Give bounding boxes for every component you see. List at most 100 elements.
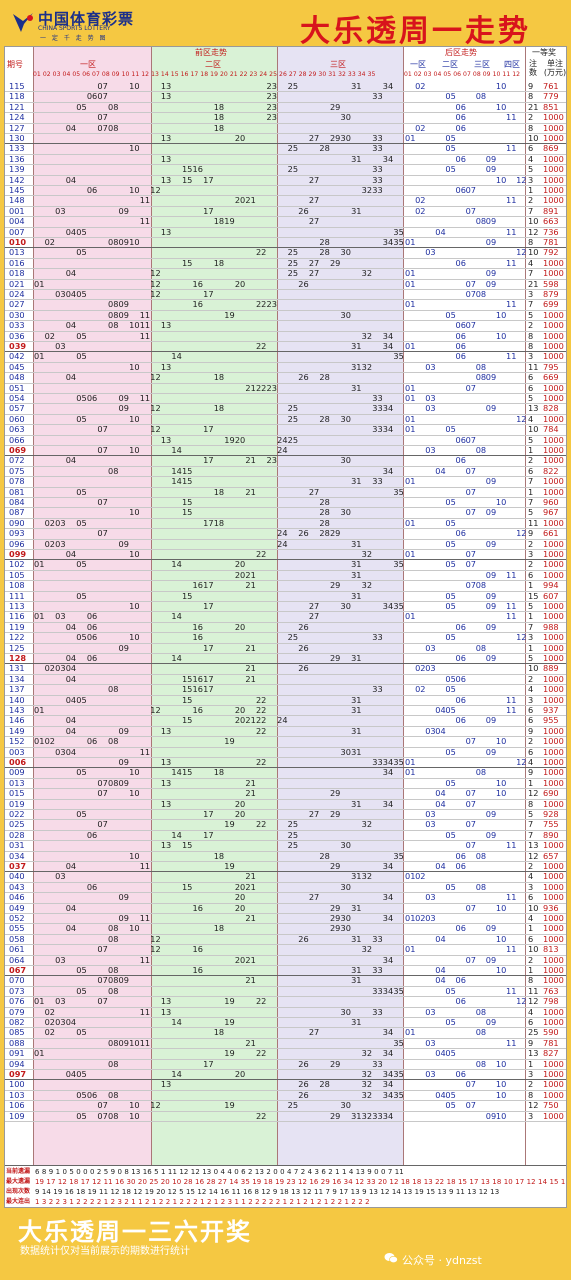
back-ball: 09 [485,164,497,175]
front-ball: 19 [224,1048,235,1059]
front-ball: 25 [287,81,299,91]
front-ball: 06 [86,829,98,840]
back-ball: 05 [445,559,456,570]
front-ball: 29 [329,788,341,799]
row-divider [5,694,566,696]
front-ball: 29 [329,257,341,268]
draw-row: 124 07 18 23 30 06 11 2 1000 [5,112,566,122]
row-divider [5,434,566,436]
front-ball: 19 [224,996,235,1007]
row-divider [5,507,566,509]
watermark-account[interactable]: 公众号 · ydnzst [402,1254,482,1267]
period-number: 140 [9,694,25,705]
front-ball: 09 [118,309,129,320]
front-ball: 18 [213,372,225,383]
back-ball: 09 [485,653,497,663]
front-ball: 11 [139,330,151,341]
front-ball: 29 [329,902,341,913]
front-ball: 31 [351,705,362,715]
front-ball: 03 [55,954,66,965]
prize-amount: 1000 [543,330,564,341]
stat-row-max-miss: 最大遗漏 19 17 12 18 17 12 11 16 30 20 25 20… [5,1177,566,1187]
front-ball: 27 [308,601,320,611]
draw-row: 145 06 10 12 32 33 06 07 1 1000 [5,185,566,195]
front-ball: 17 [203,580,214,591]
back-number-header: 01 02 03 04 05 06 07 08 09 10 11 12 [404,71,521,78]
front-ball: 16 [192,705,203,715]
front-ball: 34 [382,798,394,809]
front-ball: 02 [44,663,55,674]
front-ball: 18 [213,101,225,112]
front-ball: 08 [107,684,119,695]
front-ball: 13 [160,1006,172,1017]
front-ball: 25 [287,143,299,154]
front-ball: 04 [65,289,77,299]
front-ball: 17 [203,1058,214,1069]
front-ball: 27 [308,486,320,497]
front-ball: 05 [76,1110,87,1121]
front-ball: 11 [139,216,151,227]
front-ball: 06 [86,1089,98,1100]
front-ball: 14 [171,445,182,455]
period-number: 013 [9,247,25,258]
front-ball: 03 [55,663,66,674]
row-divider [5,372,566,374]
front-ball: 07 [97,788,108,799]
row-divider [5,1100,566,1102]
winner-count: 1 [528,965,534,975]
winner-count: 8 [528,122,534,133]
winner-count: 7 [528,829,534,840]
prize-amount: 1000 [543,840,564,851]
prize-amount: 761 [543,81,559,91]
row-divider [5,777,566,779]
front-ball: 07 [97,819,108,830]
period-number: 106 [9,1100,25,1111]
logo-cn-text: 中国体育彩票 [38,10,135,28]
prize-amount: 1000 [543,923,564,934]
winner-count: 10 [528,247,539,258]
front-ball: 20 [234,809,246,819]
front-ball: 31 [351,538,362,549]
row-divider [5,871,566,873]
back-ball: 05 [445,424,456,435]
front-ball: 09 [118,975,129,986]
winner-count: 11 [528,361,539,372]
back-ball: 11 [506,1037,517,1048]
row-divider [5,1027,566,1029]
prize-amount: 1000 [543,601,564,611]
period-number: 069 [9,445,27,455]
front-ball: 25 [287,257,299,268]
back-ball: 03 [425,663,436,674]
prize-amount: 879 [543,289,559,299]
front-ball: 31 [351,725,362,736]
front-ball: 20 [234,278,246,289]
draw-row: 136 13 31 34 06 09 4 1000 [5,154,566,164]
winner-count: 6 [528,705,534,715]
prize-amount: 657 [543,850,559,861]
draw-row: 022 05 17 20 27 29 03 09 5 928 [5,809,566,819]
draw-row: 131 02 03 04 21 26 02 03 10 889 [5,663,566,674]
front-ball: 26 [298,933,309,944]
front-ball: 14 [171,559,182,570]
front-ball: 18 [213,850,225,861]
draw-row: 076 01 03 07 13 19 22 06 12 12 798 [5,996,566,1007]
back-ball: 04 [435,226,446,237]
prize-amount: 937 [543,705,559,715]
back-ball: 02 [415,663,426,674]
back-ball: 10 [495,933,507,944]
back-ball: 06 [455,850,466,861]
row-divider [5,101,566,103]
front-ball: 25 [287,632,299,643]
row-divider [5,174,566,176]
front-ball: 30 [340,133,351,143]
front-ball: 18 [213,403,225,414]
row-divider [5,257,566,259]
front-ball: 07 [97,81,108,91]
front-ball: 21 [245,673,256,684]
front-ball: 21 [245,777,256,788]
period-number: 034 [9,850,25,861]
front-ball: 26 [298,278,309,289]
period-number: 103 [9,1089,25,1100]
back-ball: 06 [455,996,466,1007]
back-ball: 03 [425,247,436,258]
